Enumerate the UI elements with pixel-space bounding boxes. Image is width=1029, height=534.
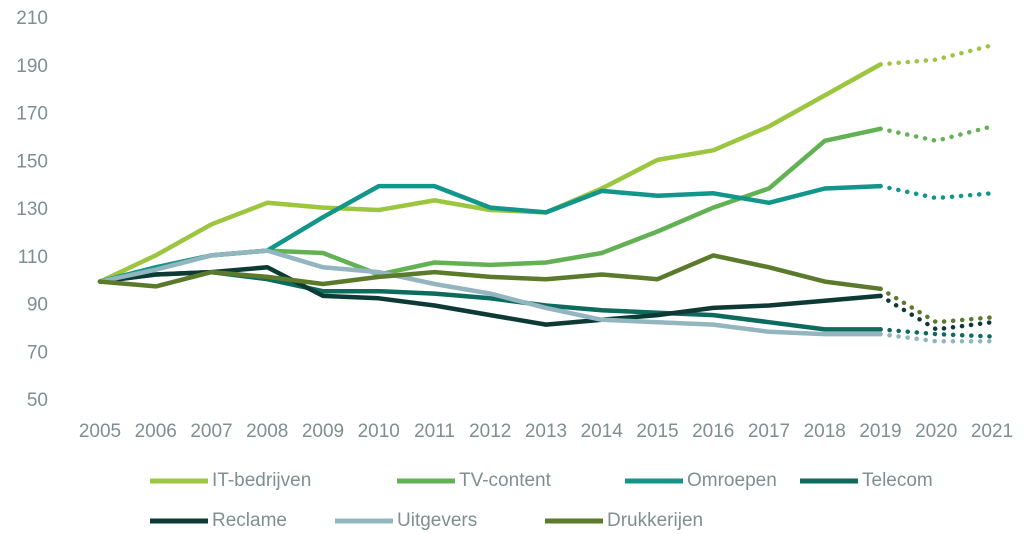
line: [97, 253, 883, 292]
x-tick-label: 2018: [804, 421, 846, 442]
x-tick-label: 2007: [190, 421, 232, 442]
forecast-line: [878, 286, 995, 325]
legend-label: Telecom: [862, 470, 933, 491]
x-tick-label: 2014: [581, 421, 624, 442]
x-tick-label: 2019: [859, 421, 901, 442]
y-tick-label: 130: [16, 199, 48, 220]
forecast-line: [878, 183, 995, 201]
y-tick-label: 90: [27, 295, 48, 316]
legend-label: Drukkerijen: [607, 510, 703, 531]
y-tick-label: 70: [27, 342, 48, 363]
x-tick-label: 2013: [525, 421, 567, 442]
y-tick-label: 50: [27, 390, 48, 411]
y-tick-label: 110: [18, 247, 48, 268]
x-tick-label: 2012: [469, 421, 511, 442]
forecast-line: [878, 124, 995, 144]
x-tick-label: 2009: [302, 421, 344, 442]
line: [97, 265, 883, 327]
y-tick-label: 210: [16, 8, 48, 29]
legend-label: Omroepen: [687, 470, 777, 491]
x-tick-label: 2021: [971, 421, 1013, 442]
legend-label: TV-content: [459, 470, 552, 491]
legend-label: Uitgevers: [397, 510, 477, 531]
forecast-line: [878, 43, 995, 67]
y-tick-label: 170: [16, 104, 48, 125]
y-tick-label: 150: [16, 151, 48, 172]
x-tick-label: 2008: [246, 421, 288, 442]
x-tick-label: 2006: [135, 421, 177, 442]
legend-label: Reclame: [212, 510, 287, 531]
x-tick-label: 2015: [636, 421, 678, 442]
line: [97, 248, 883, 337]
x-tick-label: 2010: [358, 421, 400, 442]
x-tick-label: 2005: [79, 421, 121, 442]
line: [97, 62, 883, 284]
x-tick-label: 2017: [748, 421, 790, 442]
x-tick-label: 2016: [692, 421, 734, 442]
forecast-line: [878, 331, 995, 344]
forecast-line: [878, 293, 995, 332]
x-tick-label: 2011: [414, 421, 455, 442]
y-tick-label: 190: [16, 56, 48, 77]
legend-label: IT-bedrijven: [212, 470, 311, 491]
line: [97, 269, 883, 332]
x-tick-label: 2020: [915, 421, 957, 442]
forecast-line: [878, 327, 995, 339]
